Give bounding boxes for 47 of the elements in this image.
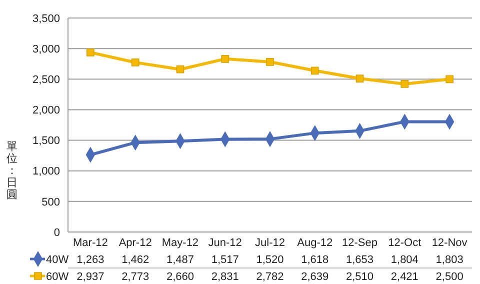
data-label: 2,510 (346, 271, 374, 283)
x-tick-label: May-12 (162, 237, 199, 249)
point (176, 65, 184, 74)
point (266, 58, 274, 66)
y-tick-label: 3,500 (32, 12, 60, 25)
data-label: 1,618 (301, 254, 329, 266)
point (400, 80, 409, 88)
data-label: 1,462 (122, 254, 150, 266)
data-label: 2,937 (76, 271, 104, 283)
data-label: 2,639 (301, 271, 329, 283)
y-tick-label: 0 (54, 226, 60, 239)
point (356, 74, 364, 82)
data-label: 1,487 (166, 254, 194, 266)
data-label: 1,520 (256, 254, 284, 266)
y-tick-label: 3,000 (32, 43, 60, 56)
x-tick-label: Mar-12 (73, 237, 108, 249)
data-label: 2,782 (256, 271, 284, 283)
y-tick-label: 1,000 (32, 166, 60, 178)
data-label: 1,804 (390, 254, 418, 266)
point (131, 58, 140, 66)
data-label: 2,831 (211, 271, 239, 283)
y-tick-label: 500 (42, 196, 60, 208)
y-axis-title: 單位：日圓 (6, 141, 18, 201)
data-label: 2,421 (390, 271, 418, 283)
x-tick-label: Jun-12 (208, 237, 242, 249)
data-label: 2,773 (122, 271, 150, 283)
legend-label: 60W (46, 271, 70, 283)
data-label: 2,660 (166, 271, 194, 283)
data-label: 1,803 (436, 254, 464, 266)
point (86, 48, 94, 56)
data-label: 1,653 (346, 254, 374, 266)
y-tick-label: 1,500 (32, 135, 60, 148)
y-tick-label: 2,500 (32, 74, 60, 86)
data-label: 1,263 (76, 254, 104, 266)
x-tick-label: Aug-12 (297, 237, 333, 249)
y-tick-label: 2,000 (32, 104, 60, 117)
data-label: 2,500 (436, 271, 464, 283)
point (221, 54, 230, 63)
data-label: 1,517 (211, 254, 239, 266)
legend-label: 40W (46, 254, 70, 266)
x-tick-label: Apr-12 (118, 237, 152, 249)
x-tick-label: 12-Nov (432, 237, 468, 249)
x-tick-label: 12-Sep (342, 237, 378, 249)
point (446, 75, 454, 84)
x-tick-label: 12-Oct (388, 237, 422, 249)
x-tick-label: Jul-12 (255, 237, 285, 249)
point (310, 66, 319, 75)
